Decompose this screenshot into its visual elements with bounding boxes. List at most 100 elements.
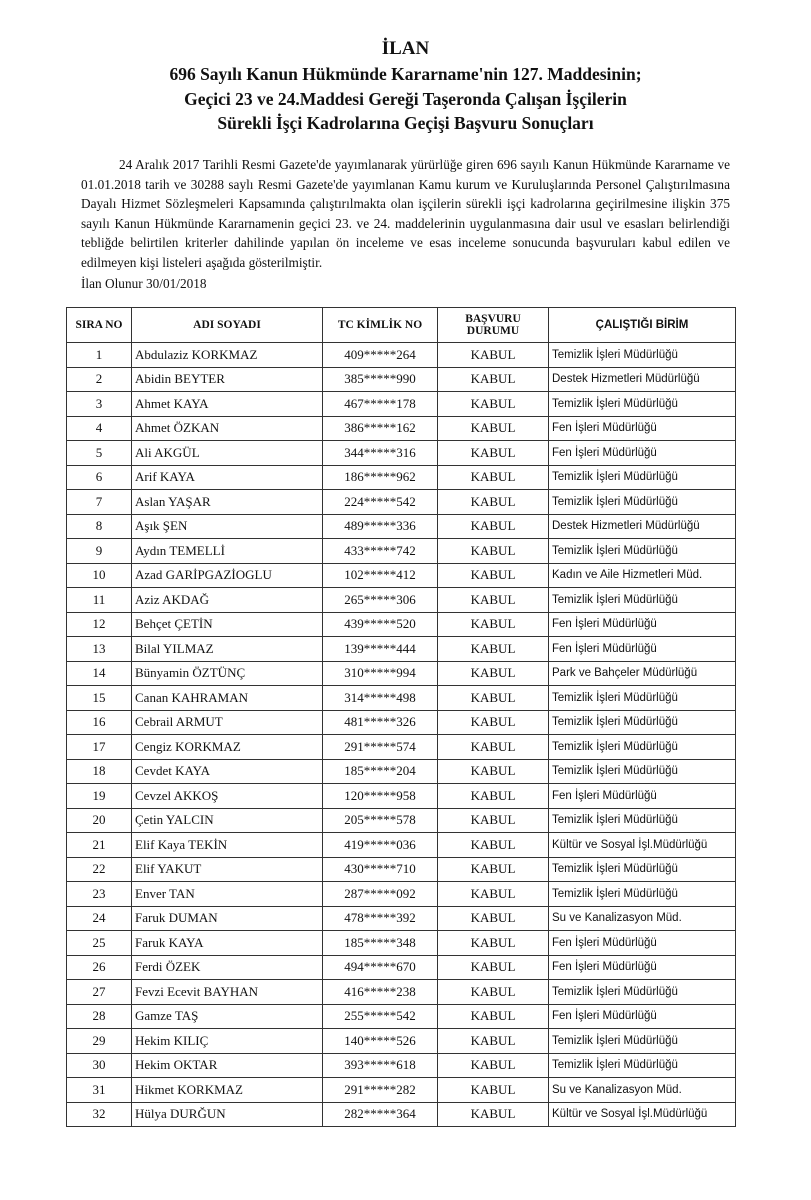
cell-calistigi-birim: Temizlik İşleri Müdürlüğü [548,342,736,368]
cell-basvuru-durumu: KABUL [437,611,549,637]
cell-adi-soyadi: Hekim KILIÇ [131,1028,323,1054]
cell-sira-no: 6 [66,464,132,490]
cell-basvuru-durumu: KABUL [437,832,549,858]
table-row: 16 Cebrail ARMUT 481*****326 KABUL Temizlik … [66,709,736,735]
cell-sira-no: 13 [66,636,132,662]
cell-calistigi-birim: Su ve Kanalizasyon Müd. [548,1077,736,1103]
cell-adi-soyadi: Elif YAKUT [131,856,323,882]
cell-calistigi-birim: Destek Hizmetleri Müdürlüğü [548,366,736,392]
cell-basvuru-durumu: KABUL [437,1077,549,1103]
cell-tc-kimlik-no: 291*****574 [322,734,438,760]
cell-calistigi-birim: Temizlik İşleri Müdürlüğü [548,391,736,417]
cell-basvuru-durumu: KABUL [437,464,549,490]
cell-calistigi-birim: Temizlik İşleri Müdürlüğü [548,758,736,784]
cell-adi-soyadi: Aşık ŞEN [131,513,323,539]
table-row: 13 Bilal YILMAZ 139*****444 KABUL Fen İşleri… [66,636,736,662]
title-line-4: Sürekli İşçi Kadrolarına Geçişi Başvuru … [217,113,594,133]
header-calistigi-birim: ÇALIŞTIĞI BİRİM [548,307,736,343]
title-line-3: Geçici 23 ve 24.Maddesi Gereği Taşeronda… [184,89,627,109]
cell-tc-kimlik-no: 205*****578 [322,807,438,833]
cell-adi-soyadi: Faruk DUMAN [131,905,323,931]
cell-adi-soyadi: Arif KAYA [131,464,323,490]
table-row: 30 Hekim OKTAR 393*****618 KABUL Temizlik İş… [66,1052,736,1078]
cell-adi-soyadi: Ahmet KAYA [131,391,323,417]
cell-sira-no: 17 [66,734,132,760]
cell-calistigi-birim: Temizlik İşleri Müdürlüğü [548,1028,736,1054]
cell-adi-soyadi: Behçet ÇETİN [131,611,323,637]
cell-calistigi-birim: Fen İşleri Müdürlüğü [548,1003,736,1029]
cell-calistigi-birim: Fen İşleri Müdürlüğü [548,636,736,662]
cell-tc-kimlik-no: 416*****238 [322,979,438,1005]
cell-calistigi-birim: Fen İşleri Müdürlüğü [548,930,736,956]
table-row: 3 Ahmet KAYA 467*****178 KABUL Temizlik İşle… [66,391,736,417]
cell-tc-kimlik-no: 186*****962 [322,464,438,490]
table-row: 29 Hekim KILIÇ 140*****526 KABUL Temizlik İş… [66,1028,736,1054]
table-row: 18 Cevdet KAYA 185*****204 KABUL Temizlik İş… [66,758,736,784]
cell-basvuru-durumu: KABUL [437,881,549,907]
cell-sira-no: 22 [66,856,132,882]
table-row: 17 Cengiz KORKMAZ 291*****574 KABUL Temizlik… [66,734,736,760]
table-row: 14 Bünyamin ÖZTÜNÇ 310*****994 KABUL Park ve… [66,660,736,686]
cell-sira-no: 2 [66,366,132,392]
cell-basvuru-durumu: KABUL [437,342,549,368]
cell-sira-no: 1 [66,342,132,368]
cell-basvuru-durumu: KABUL [437,366,549,392]
cell-calistigi-birim: Fen İşleri Müdürlüğü [548,440,736,466]
cell-adi-soyadi: Bünyamin ÖZTÜNÇ [131,660,323,686]
table-row: 22 Elif YAKUT 430*****710 KABUL Temizlik İşl… [66,856,736,882]
table-row: 31 Hikmet KORKMAZ 291*****282 KABUL Su ve Ka… [66,1077,736,1103]
cell-calistigi-birim: Kültür ve Sosyal İşl.Müdürlüğü [548,832,736,858]
cell-sira-no: 5 [66,440,132,466]
cell-adi-soyadi: Cevzel AKKOŞ [131,783,323,809]
cell-basvuru-durumu: KABUL [437,709,549,735]
cell-calistigi-birim: Kadın ve Aile Hizmetleri Müd. [548,562,736,588]
cell-tc-kimlik-no: 478*****392 [322,905,438,931]
cell-calistigi-birim: Temizlik İşleri Müdürlüğü [548,464,736,490]
table-row: 25 Faruk KAYA 185*****348 KABUL Fen İşleri M… [66,930,736,956]
cell-adi-soyadi: Abdulaziz KORKMAZ [131,342,323,368]
cell-adi-soyadi: Aydın TEMELLİ [131,538,323,564]
cell-basvuru-durumu: KABUL [437,587,549,613]
announcement-date: İlan Olunur 30/01/2018 [81,276,207,291]
cell-sira-no: 31 [66,1077,132,1103]
cell-tc-kimlik-no: 439*****520 [322,611,438,637]
cell-basvuru-durumu: KABUL [437,807,549,833]
cell-adi-soyadi: Enver TAN [131,881,323,907]
table-row: 11 Aziz AKDAĞ 265*****306 KABUL Temizlik İşl… [66,587,736,613]
cell-tc-kimlik-no: 255*****542 [322,1003,438,1029]
cell-basvuru-durumu: KABUL [437,979,549,1005]
table-row: 2 Abidin BEYTER 385*****990 KABUL Destek Hiz… [66,366,736,392]
table-row: 6 Arif KAYA 186*****962 KABUL Temizlik İşler… [66,464,736,490]
cell-tc-kimlik-no: 409*****264 [322,342,438,368]
cell-tc-kimlik-no: 282*****364 [322,1101,438,1127]
cell-tc-kimlik-no: 386*****162 [322,415,438,441]
cell-sira-no: 25 [66,930,132,956]
cell-sira-no: 9 [66,538,132,564]
table-row: 27 Fevzi Ecevit BAYHAN 416*****238 KABUL Tem… [66,979,736,1005]
cell-sira-no: 20 [66,807,132,833]
cell-calistigi-birim: Temizlik İşleri Müdürlüğü [548,1052,736,1078]
cell-tc-kimlik-no: 120*****958 [322,783,438,809]
cell-basvuru-durumu: KABUL [437,562,549,588]
cell-basvuru-durumu: KABUL [437,954,549,980]
cell-sira-no: 26 [66,954,132,980]
cell-tc-kimlik-no: 139*****444 [322,636,438,662]
header-adi-soyadi: ADI SOYADI [131,307,323,343]
cell-calistigi-birim: Temizlik İşleri Müdürlüğü [548,489,736,515]
cell-adi-soyadi: Ferdi ÖZEK [131,954,323,980]
table-row: 19 Cevzel AKKOŞ 120*****958 KABUL Fen İşleri… [66,783,736,809]
cell-basvuru-durumu: KABUL [437,391,549,417]
cell-tc-kimlik-no: 419*****036 [322,832,438,858]
header-tc-kimlik-no: TC KİMLİK NO [322,307,438,343]
cell-tc-kimlik-no: 265*****306 [322,587,438,613]
table-row: 15 Canan KAHRAMAN 314*****498 KABUL Temizlik… [66,685,736,711]
cell-basvuru-durumu: KABUL [437,636,549,662]
title-line-2: 696 Sayılı Kanun Hükmünde Kararname'nin … [169,64,642,84]
table-row: 5 Ali AKGÜL 344*****316 KABUL Fen İşleri Müd… [66,440,736,466]
cell-basvuru-durumu: KABUL [437,1028,549,1054]
cell-sira-no: 18 [66,758,132,784]
cell-calistigi-birim: Su ve Kanalizasyon Müd. [548,905,736,931]
cell-sira-no: 16 [66,709,132,735]
header-sira-no: SIRA NO [66,307,132,343]
cell-tc-kimlik-no: 185*****348 [322,930,438,956]
